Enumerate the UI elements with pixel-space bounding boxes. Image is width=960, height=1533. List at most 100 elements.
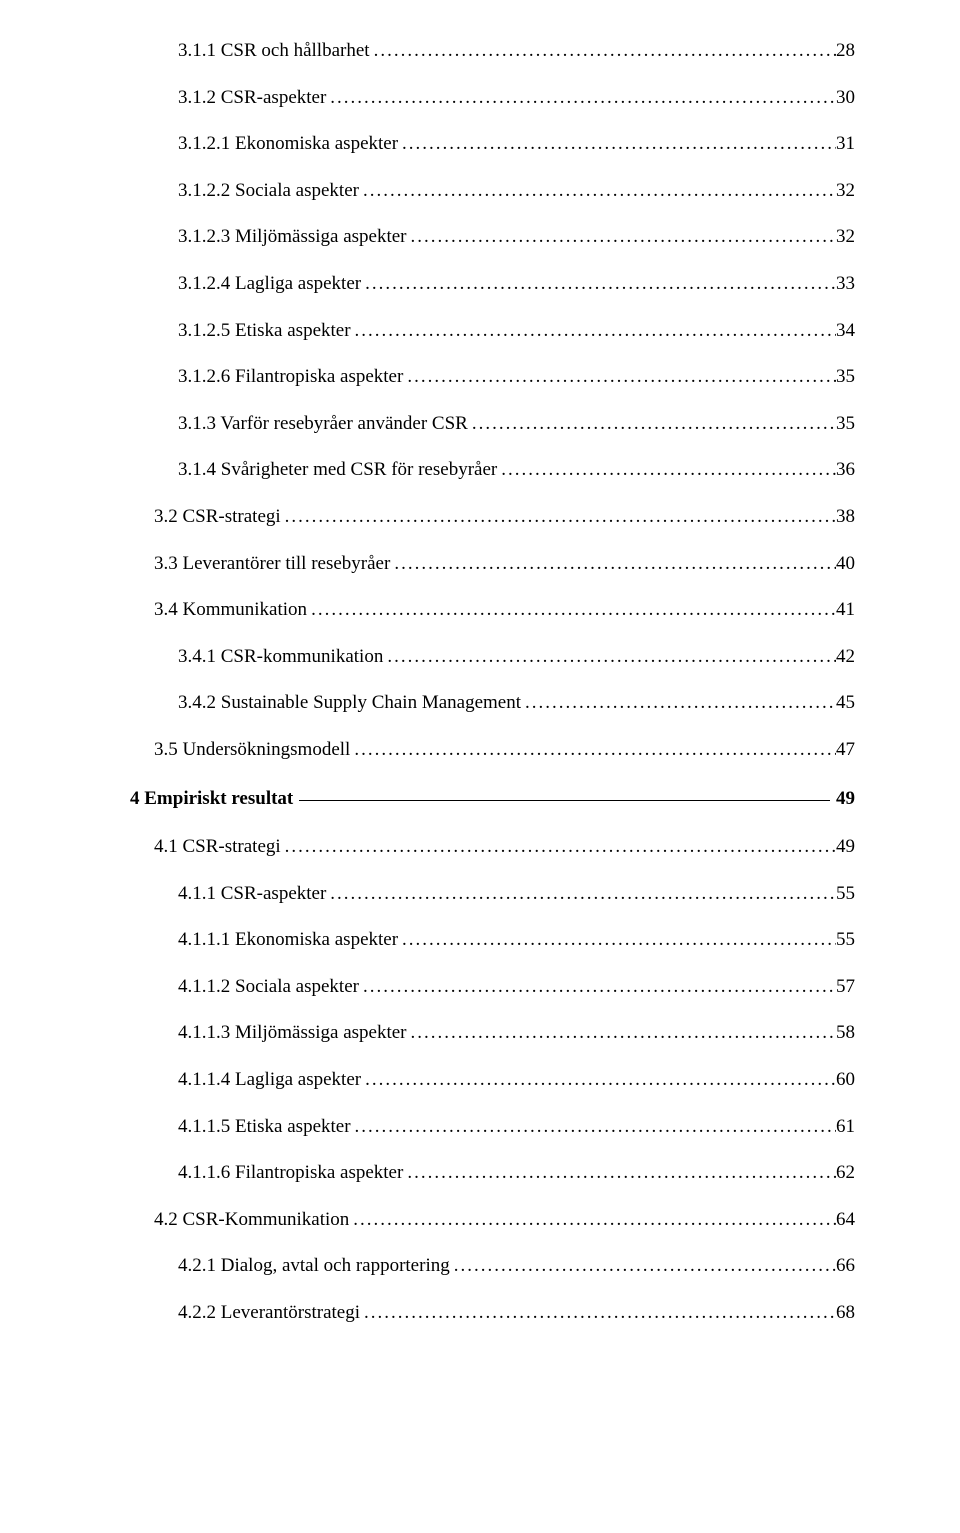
toc-entry-page: 61 <box>836 1114 855 1141</box>
toc-leader-dots <box>403 1160 836 1187</box>
toc-entry: 4.2.1 Dialog, avtal och rapportering66 <box>130 1253 855 1280</box>
toc-leader-dots <box>450 1253 836 1280</box>
toc-entry: 4.1 CSR-strategi49 <box>130 834 855 861</box>
toc-entry-label: 4.1.1.6 Filantropiska aspekter <box>178 1160 403 1187</box>
toc-entry-page: 41 <box>836 597 855 624</box>
toc-entry-page: 35 <box>836 364 855 391</box>
toc-entry-page: 49 <box>836 834 855 861</box>
toc-leader-dots <box>398 131 836 158</box>
toc-entry-page: 58 <box>836 1020 855 1047</box>
toc-entry-label: 3.3 Leverantörer till resebyråer <box>154 551 390 578</box>
toc-entry-page: 32 <box>836 178 855 205</box>
toc-entry: 4.1.1.5 Etiska aspekter 61 <box>130 1114 855 1141</box>
toc-entry-page: 31 <box>836 131 855 158</box>
toc-entry-page: 55 <box>836 881 855 908</box>
toc-entry-page: 32 <box>836 224 855 251</box>
toc-entry: 3.1.2.4 Lagliga aspekter 33 <box>130 271 855 298</box>
toc-entry-page: 42 <box>836 644 855 671</box>
toc-entry-label: 3.1.1 CSR och hållbarhet <box>178 38 370 65</box>
toc-leader-dots <box>359 974 836 1001</box>
toc-entry-page: 40 <box>836 551 855 578</box>
toc-entry: 3.1.2.1 Ekonomiska aspekter 31 <box>130 131 855 158</box>
toc-entry-label: 4 Empiriskt resultat <box>130 786 293 813</box>
toc-entry: 3.1.4 Svårigheter med CSR för resebyråer… <box>130 457 855 484</box>
toc-leader-dots <box>407 1020 837 1047</box>
toc-entry: 4.1.1.3 Miljömässiga aspekter 58 <box>130 1020 855 1047</box>
toc-entry-label: 3.1.3 Varför resebyråer använder CSR <box>178 411 468 438</box>
toc-entry-label: 4.1.1.3 Miljömässiga aspekter <box>178 1020 407 1047</box>
toc-entry-page: 68 <box>836 1300 855 1327</box>
toc-leader-dots <box>326 85 836 112</box>
toc-entry-page: 34 <box>836 318 855 345</box>
toc-entry: 3.4 Kommunikation 41 <box>130 597 855 624</box>
toc-entry: 3.1.2.5 Etiska aspekter 34 <box>130 318 855 345</box>
toc-leader-dots <box>383 644 836 671</box>
toc-entry: 4 Empiriskt resultat49 <box>130 786 855 813</box>
toc-entry: 3.5 Undersökningsmodell 47 <box>130 737 855 764</box>
toc-leader-dots <box>497 457 836 484</box>
toc-leader-dots <box>370 38 836 65</box>
toc-entry-page: 64 <box>836 1207 855 1234</box>
toc-entry: 4.2 CSR-Kommunikation64 <box>130 1207 855 1234</box>
toc-entry-page: 35 <box>836 411 855 438</box>
toc-entry-label: 3.1.2.5 Etiska aspekter <box>178 318 351 345</box>
toc-entry-page: 28 <box>836 38 855 65</box>
toc-entry: 3.2 CSR-strategi38 <box>130 504 855 531</box>
toc-entry-page: 30 <box>836 85 855 112</box>
toc-entry-page: 66 <box>836 1253 855 1280</box>
toc-leader-dots <box>403 364 836 391</box>
toc-entry-label: 3.1.2.1 Ekonomiska aspekter <box>178 131 398 158</box>
toc-entry: 3.1.3 Varför resebyråer använder CSR 35 <box>130 411 855 438</box>
toc-leader-dots <box>307 597 836 624</box>
toc-leader-dots <box>361 1067 836 1094</box>
toc-leader-dots <box>361 271 836 298</box>
toc-entry: 4.2.2 Leverantörstrategi 68 <box>130 1300 855 1327</box>
toc-entry-label: 3.1.2 CSR-aspekter <box>178 85 326 112</box>
table-of-contents: 3.1.1 CSR och hållbarhet 28 3.1.2 CSR-aspe… <box>130 38 855 1327</box>
toc-entry-page: 62 <box>836 1160 855 1187</box>
toc-entry-label: 3.1.2.2 Sociala aspekter <box>178 178 359 205</box>
toc-entry-page: 45 <box>836 690 855 717</box>
toc-entry: 4.1.1.1 Ekonomiska aspekter55 <box>130 927 855 954</box>
toc-entry-label: 3.1.4 Svårigheter med CSR för resebyråer <box>178 457 497 484</box>
toc-leader-dots <box>360 1300 836 1327</box>
toc-entry: 3.1.1 CSR och hållbarhet 28 <box>130 38 855 65</box>
toc-entry-label: 3.1.2.6 Filantropiska aspekter <box>178 364 403 391</box>
toc-entry-label: 4.1.1.2 Sociala aspekter <box>178 974 359 1001</box>
toc-leader-dots <box>351 1114 836 1141</box>
toc-entry: 4.1.1.6 Filantropiska aspekter 62 <box>130 1160 855 1187</box>
toc-entry: 3.4.1 CSR-kommunikation 42 <box>130 644 855 671</box>
toc-leader-dots <box>351 318 836 345</box>
toc-entry-label: 3.5 Undersökningsmodell <box>154 737 350 764</box>
toc-entry-page: 60 <box>836 1067 855 1094</box>
toc-leader-dots <box>390 551 836 578</box>
toc-entry: 4.1.1.4 Lagliga aspekter 60 <box>130 1067 855 1094</box>
toc-leader-dots <box>281 834 836 861</box>
toc-entry: 3.1.2.6 Filantropiska aspekter 35 <box>130 364 855 391</box>
toc-entry: 3.3 Leverantörer till resebyråer 40 <box>130 551 855 578</box>
toc-entry-label: 3.4 Kommunikation <box>154 597 307 624</box>
toc-entry-label: 4.1.1 CSR-aspekter <box>178 881 326 908</box>
toc-entry: 4.1.1 CSR-aspekter 55 <box>130 881 855 908</box>
toc-entry-label: 3.4.1 CSR-kommunikation <box>178 644 383 671</box>
toc-leader-dots <box>326 881 836 908</box>
toc-entry-label: 3.1.2.3 Miljömässiga aspekter <box>178 224 407 251</box>
toc-entry-label: 3.2 CSR-strategi <box>154 504 281 531</box>
toc-leader-line <box>299 800 830 801</box>
toc-entry-page: 33 <box>836 271 855 298</box>
toc-entry: 3.1.2.3 Miljömässiga aspekter 32 <box>130 224 855 251</box>
toc-leader-dots <box>281 504 836 531</box>
toc-entry: 4.1.1.2 Sociala aspekter57 <box>130 974 855 1001</box>
toc-entry-page: 47 <box>836 737 855 764</box>
toc-entry-label: 4.1.1.5 Etiska aspekter <box>178 1114 351 1141</box>
toc-entry-label: 3.4.2 Sustainable Supply Chain Managemen… <box>178 690 521 717</box>
toc-entry-label: 3.1.2.4 Lagliga aspekter <box>178 271 361 298</box>
toc-leader-dots <box>349 1207 836 1234</box>
toc-entry-page: 36 <box>836 457 855 484</box>
toc-leader-dots <box>398 927 836 954</box>
toc-entry-label: 4.1.1.4 Lagliga aspekter <box>178 1067 361 1094</box>
toc-leader-dots <box>468 411 836 438</box>
toc-entry-label: 4.2.2 Leverantörstrategi <box>178 1300 360 1327</box>
toc-entry: 3.1.2.2 Sociala aspekter 32 <box>130 178 855 205</box>
toc-leader-dots <box>359 178 836 205</box>
